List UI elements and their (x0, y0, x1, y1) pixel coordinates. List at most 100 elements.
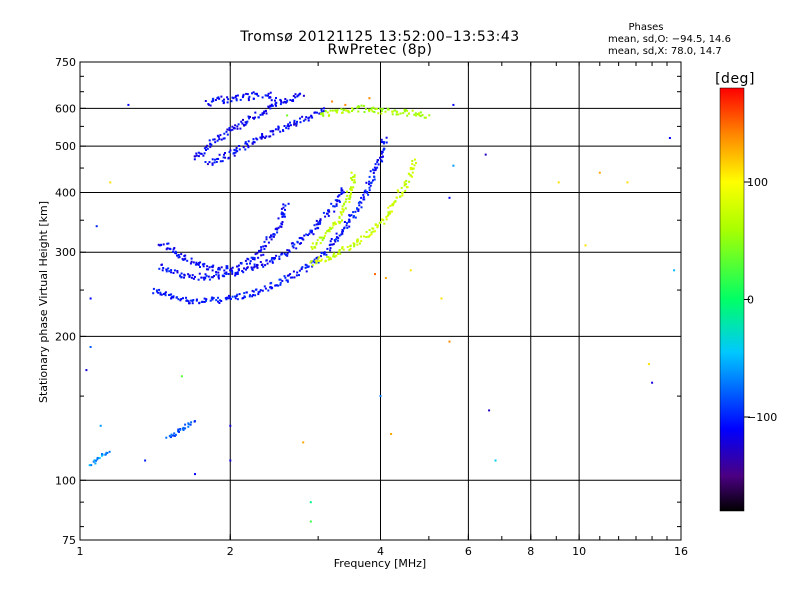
data-point (284, 204, 287, 207)
data-point (182, 427, 185, 430)
data-point (262, 135, 265, 138)
data-point (85, 369, 88, 372)
data-point (304, 266, 307, 269)
data-point (216, 139, 219, 142)
data-point (330, 227, 333, 230)
data-point (294, 122, 297, 125)
data-point (357, 110, 360, 113)
data-point (95, 225, 98, 228)
data-point (226, 96, 229, 99)
data-point (176, 271, 179, 274)
data-point (362, 196, 365, 199)
data-point (242, 118, 244, 121)
data-point (234, 273, 237, 276)
data-point (299, 117, 301, 120)
data-point (293, 276, 296, 279)
data-point (246, 257, 249, 260)
data-point (262, 253, 265, 256)
data-point (348, 218, 351, 221)
data-point (187, 300, 190, 303)
data-point (170, 297, 173, 300)
data-point (269, 96, 272, 99)
data-point (213, 138, 216, 141)
data-point (231, 271, 234, 273)
data-point (243, 292, 246, 295)
data-point (262, 245, 265, 248)
data-point (259, 136, 262, 139)
data-point (232, 97, 235, 100)
data-point (217, 275, 220, 278)
data-point (248, 95, 251, 98)
data-point (323, 237, 325, 240)
data-point (188, 275, 191, 278)
data-point (247, 146, 250, 149)
data-point (279, 281, 282, 284)
data-point (301, 115, 304, 118)
grid-layer (80, 62, 681, 540)
data-point (277, 284, 280, 287)
data-point (206, 265, 209, 268)
data-point (252, 290, 255, 293)
data-point (316, 226, 319, 229)
data-point (335, 254, 338, 257)
data-point (280, 211, 283, 214)
data-point (285, 279, 288, 282)
data-point (244, 148, 247, 151)
data-point (351, 110, 353, 112)
data-point (293, 123, 295, 126)
data-point (395, 113, 398, 116)
data-point (236, 271, 239, 274)
data-point (205, 268, 208, 271)
data-point (158, 267, 161, 270)
data-point (257, 94, 260, 97)
data-point (310, 246, 313, 248)
data-point (372, 179, 374, 182)
data-point (296, 271, 299, 274)
data-point (245, 262, 248, 265)
data-point (213, 275, 215, 277)
data-point (405, 183, 408, 186)
data-point (206, 144, 209, 147)
data-point (211, 163, 214, 166)
data-point (360, 235, 363, 238)
data-point (348, 194, 351, 197)
data-point (265, 245, 267, 248)
data-point (267, 92, 270, 95)
data-point (278, 278, 281, 281)
data-point (374, 108, 377, 111)
data-point (332, 243, 335, 246)
data-point (261, 135, 264, 137)
data-point (224, 297, 227, 300)
data-point (238, 148, 241, 151)
data-point (218, 153, 221, 156)
data-point (385, 141, 388, 144)
data-point (321, 112, 324, 115)
colorbar-ticks: 100 0 −100 (744, 176, 777, 424)
data-point (346, 246, 349, 248)
data-point (242, 94, 245, 97)
data-point (409, 269, 412, 272)
data-point (368, 189, 371, 192)
data-point (419, 115, 422, 118)
data-point (251, 289, 254, 292)
data-point (288, 249, 291, 252)
x-tick-label: 1 (77, 545, 84, 558)
data-point (231, 269, 233, 272)
data-point (357, 239, 360, 242)
data-point (346, 194, 349, 197)
data-point (252, 138, 255, 141)
data-point (267, 94, 269, 97)
data-point (272, 257, 275, 259)
data-point (203, 262, 206, 265)
data-point (229, 269, 232, 272)
data-point (251, 258, 254, 260)
data-point (335, 232, 338, 235)
data-point (267, 106, 270, 109)
data-point (214, 99, 217, 101)
data-point (347, 109, 350, 112)
data-point (234, 295, 236, 298)
data-point (203, 147, 206, 150)
data-point (395, 111, 398, 114)
data-point (144, 459, 147, 462)
data-point (175, 296, 178, 299)
